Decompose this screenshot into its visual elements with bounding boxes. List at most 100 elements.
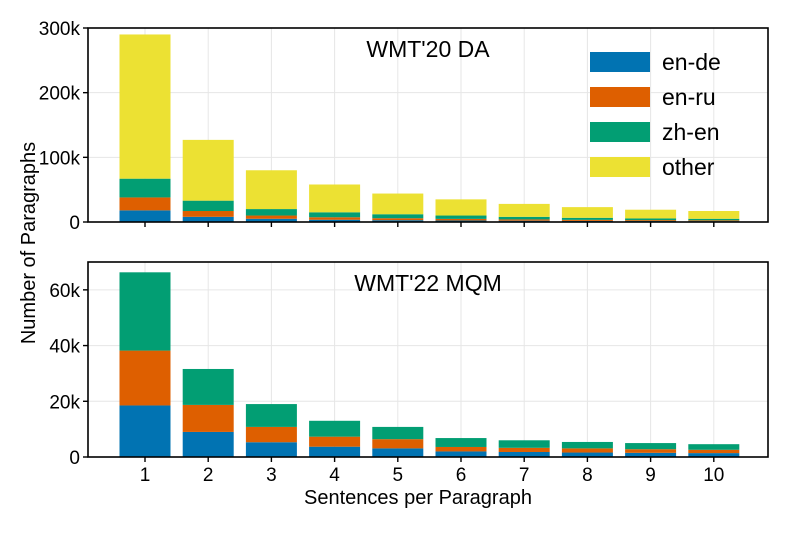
bar-zh-en-4 <box>309 420 361 437</box>
x-tick-label: 7 <box>519 465 530 486</box>
legend-swatch-en-ru <box>590 87 650 107</box>
legend-swatch-other <box>590 157 650 177</box>
bar-en-ru-4 <box>309 217 361 220</box>
bar-zh-en-5 <box>372 426 424 440</box>
bar-other-8 <box>561 207 613 218</box>
bar-en-ru-4 <box>309 436 361 447</box>
x-tick-label: 3 <box>266 465 277 486</box>
bar-zh-en-7 <box>498 216 550 220</box>
x-tick-label: 2 <box>203 465 214 486</box>
x-tick-label: 4 <box>329 465 340 486</box>
bar-zh-en-3 <box>245 209 297 216</box>
bar-en-de-4 <box>309 446 361 457</box>
panel-wmt22-mqm: 0 20k 40k 60k 1 2 3 4 5 6 7 8 9 10 WMT'22 MQM Sentences… <box>49 261 769 509</box>
plot-frame <box>87 27 769 223</box>
y-tick-label: 300k <box>39 19 81 40</box>
shared-y-axis-title: Number of Paragraphs <box>18 142 40 344</box>
legend-label-en-de: en-de <box>662 49 721 75</box>
x-tick-label: 1 <box>140 465 151 486</box>
bar-other-7 <box>498 203 550 217</box>
bar-en-ru-7 <box>498 219 550 221</box>
bar-en-ru-1 <box>119 197 171 211</box>
legend-swatch-en-de <box>590 52 650 72</box>
bar-en-ru-7 <box>498 447 550 452</box>
plot-frame <box>87 261 769 458</box>
bar-en-ru-9 <box>625 449 677 453</box>
bar-en-de-5 <box>372 448 424 457</box>
bar-zh-en-9 <box>625 218 677 221</box>
bar-zh-en-3 <box>245 404 297 427</box>
bar-en-ru-10 <box>688 220 740 222</box>
bar-zh-en-7 <box>498 440 550 448</box>
y-tick-label: 0 <box>69 213 80 234</box>
x-tick-label: 10 <box>703 465 724 486</box>
bar-other-5 <box>372 193 424 215</box>
bar-en-ru-8 <box>561 448 613 453</box>
bar-en-ru-1 <box>119 350 171 406</box>
bar-en-de-7 <box>498 451 550 457</box>
legend-label-en-ru: en-ru <box>662 84 716 110</box>
legend-label-other: other <box>662 154 715 180</box>
bar-en-de-3 <box>245 218 297 222</box>
bar-en-ru-2 <box>182 211 234 217</box>
bar-zh-en-2 <box>182 368 234 405</box>
bar-en-ru-3 <box>245 426 297 443</box>
bar-other-6 <box>435 199 487 216</box>
x-tick-label: 5 <box>393 465 404 486</box>
panel-wmt20-da: 0 100k 200k 300k WMT'20 DA <box>39 19 769 234</box>
legend: en-de en-ru zh-en other <box>590 49 721 180</box>
bar-zh-en-10 <box>688 218 740 221</box>
bar-en-ru-5 <box>372 439 424 449</box>
bar-other-3 <box>245 170 297 210</box>
legend-swatch-zh-en <box>590 122 650 142</box>
bar-en-de-1 <box>119 405 171 457</box>
y-tick-label: 100k <box>39 148 81 169</box>
x-tick-label: 6 <box>456 465 467 486</box>
bar-en-de-1 <box>119 210 171 222</box>
bar-zh-en-1 <box>119 178 171 198</box>
bar-en-ru-2 <box>182 404 234 432</box>
bar-zh-en-4 <box>309 212 361 218</box>
bar-en-de-3 <box>245 442 297 457</box>
bar-zh-en-10 <box>688 444 740 450</box>
bar-other-2 <box>182 139 234 201</box>
bar-en-de-8 <box>561 452 613 457</box>
bar-other-9 <box>625 209 677 219</box>
bar-zh-en-5 <box>372 214 424 219</box>
y-tick-label: 20k <box>49 392 80 413</box>
bar-en-de-2 <box>182 216 234 222</box>
bar-en-ru-3 <box>245 215 297 219</box>
bar-en-ru-5 <box>372 218 424 221</box>
bar-en-de-2 <box>182 431 234 457</box>
y-tick-label: 40k <box>49 337 80 358</box>
bar-zh-en-9 <box>625 443 677 450</box>
bar-other-10 <box>688 211 740 219</box>
x-tick-label: 8 <box>582 465 593 486</box>
bar-zh-en-8 <box>561 217 613 220</box>
bar-zh-en-2 <box>182 200 234 212</box>
bar-en-de-5 <box>372 220 424 222</box>
y-tick-label: 0 <box>69 448 80 469</box>
bar-en-ru-9 <box>625 220 677 222</box>
bar-zh-en-8 <box>561 441 613 449</box>
legend-label-zh-en: zh-en <box>662 119 720 145</box>
x-tick-label: 9 <box>645 465 656 486</box>
bar-en-ru-10 <box>688 449 740 454</box>
bar-en-de-9 <box>625 452 677 457</box>
bar-en-de-10 <box>688 453 740 457</box>
y-tick-label: 60k <box>49 281 80 302</box>
y-tick-label: 200k <box>39 84 81 105</box>
bar-en-de-6 <box>435 451 487 457</box>
bar-other-4 <box>309 184 361 213</box>
panel-title: WMT'22 MQM <box>354 270 502 296</box>
bar-zh-en-1 <box>119 272 171 351</box>
bar-en-ru-6 <box>435 218 487 221</box>
bar-other-1 <box>119 34 171 179</box>
bar-en-ru-8 <box>561 219 613 221</box>
bar-zh-en-6 <box>435 215 487 219</box>
bar-en-ru-6 <box>435 446 487 452</box>
x-axis-title: Sentences per Paragraph <box>304 487 532 509</box>
panel-title: WMT'20 DA <box>366 36 490 62</box>
bar-en-de-4 <box>309 219 361 222</box>
